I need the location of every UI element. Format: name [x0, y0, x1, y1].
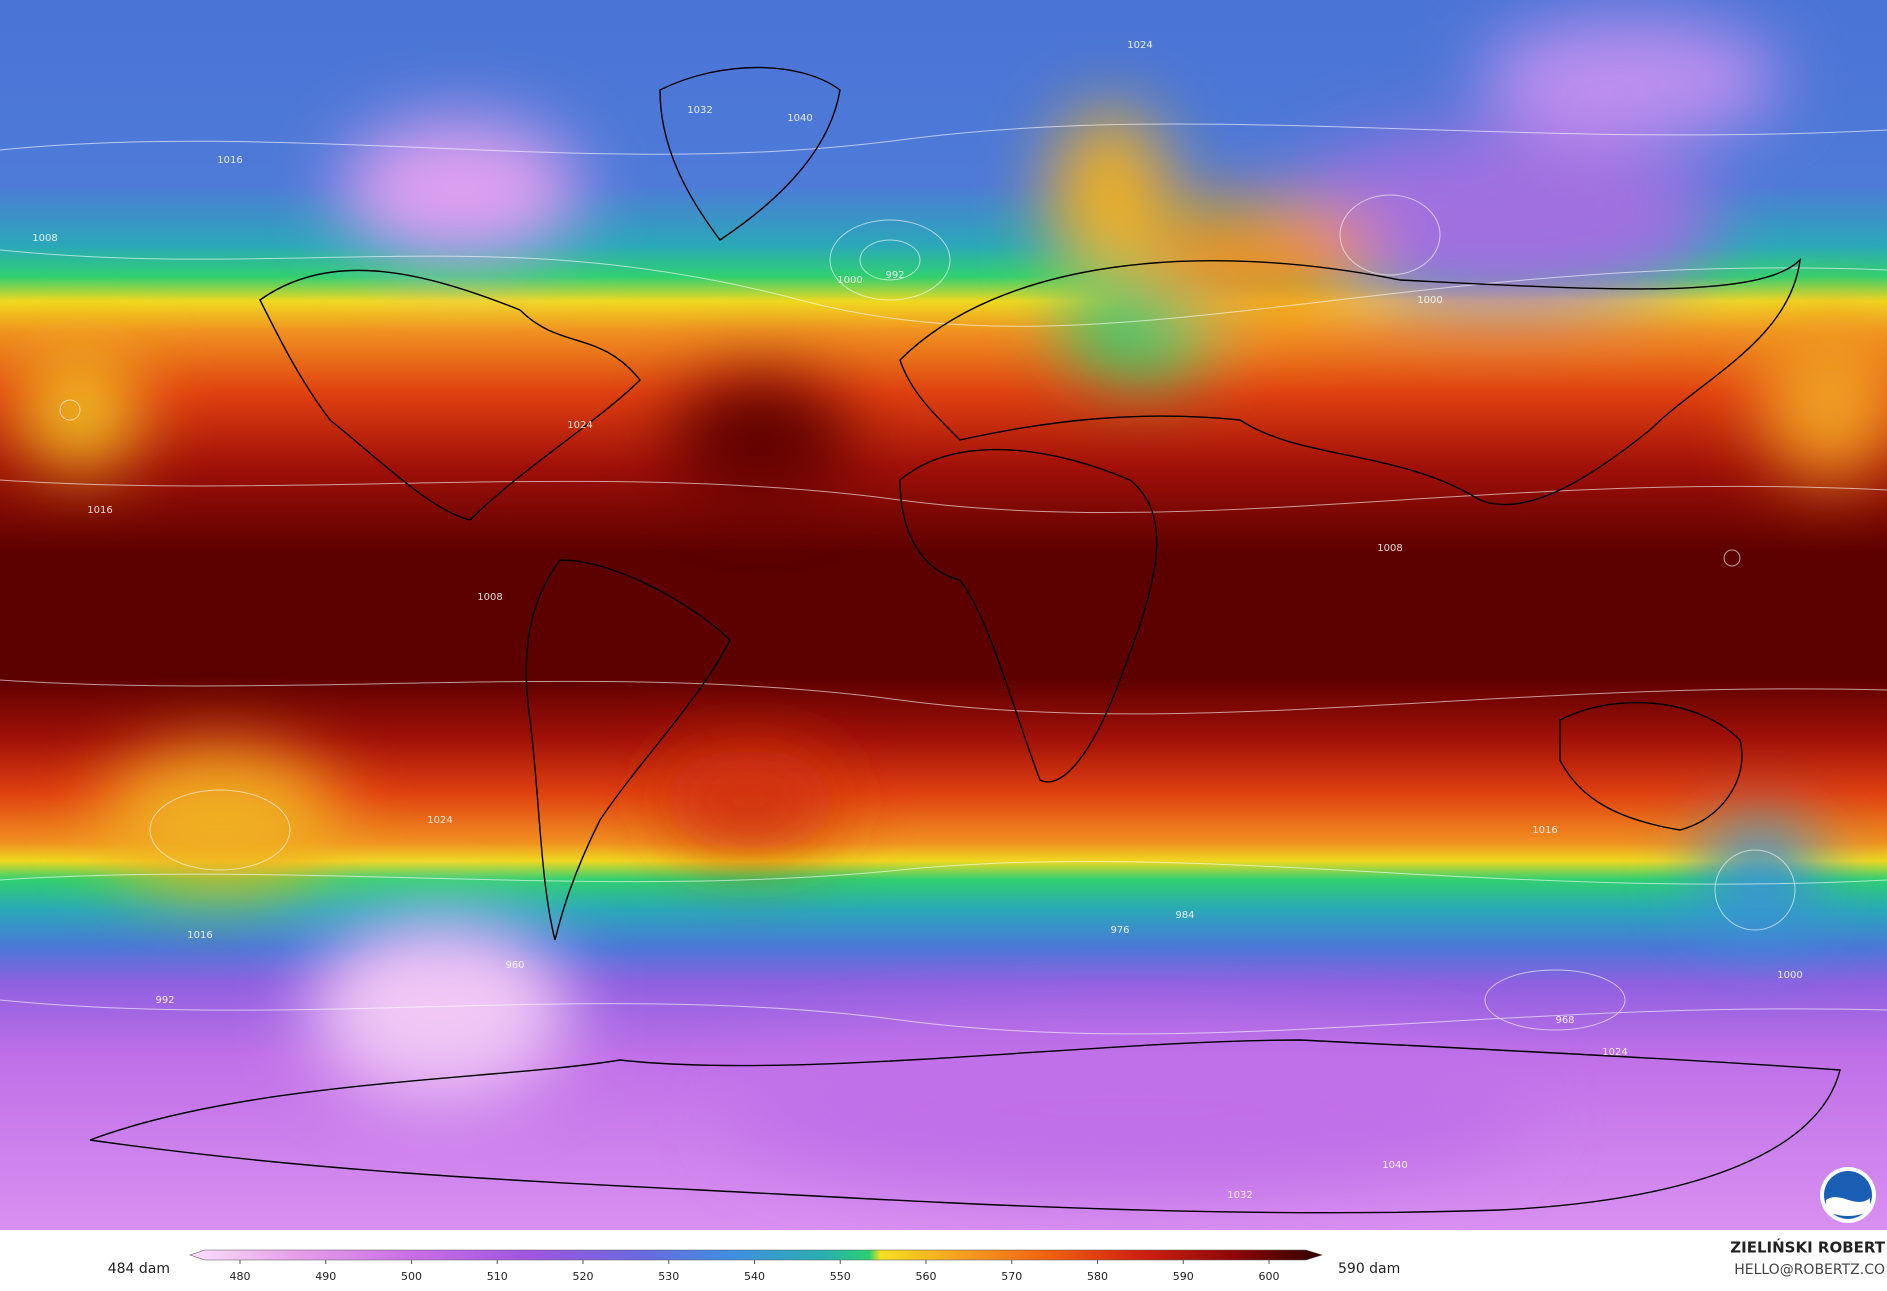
- contour-label: 1000: [1777, 970, 1802, 981]
- contour-label: 1016: [217, 155, 242, 166]
- colorbar-min-label: 484 dam: [108, 1261, 170, 1277]
- contour-label: 1016: [1532, 825, 1557, 836]
- contour-label: 984: [1175, 910, 1194, 921]
- contour-label: 992: [885, 270, 904, 281]
- contour-label: 1000: [1417, 295, 1442, 306]
- contour-label: 1032: [687, 105, 712, 116]
- contour-label: 1024: [427, 815, 452, 826]
- colorbar-tick-label: 500: [401, 1270, 422, 1283]
- contour-label: 1008: [477, 592, 502, 603]
- contour-label: 1040: [1382, 1160, 1407, 1171]
- contour-label: 1016: [87, 505, 112, 516]
- colorbar: 480 490 500 510 520 530 540 550 560 570 580 590 600: [189, 1249, 1324, 1283]
- noaa-logo: [1820, 1167, 1876, 1223]
- colorbar-tick-label: 590: [1173, 1270, 1194, 1283]
- colorbar-tick-label: 550: [830, 1270, 851, 1283]
- contour-label: 1016: [187, 930, 212, 941]
- contour-label: 968: [1555, 1015, 1574, 1026]
- contour-labels: 1024 1016 1008 1040 1032 992 1000 1024 1016 1008 1…: [32, 40, 1802, 1201]
- colorbar-tick-label: 480: [230, 1270, 251, 1283]
- contour-label: 960: [505, 960, 524, 971]
- colorbar-tick-label: 540: [744, 1270, 765, 1283]
- contour-label: 1000: [837, 275, 862, 286]
- contour-label: 992: [155, 995, 174, 1006]
- colorbar-tick-label: 600: [1259, 1270, 1280, 1283]
- contour-label: 1008: [1377, 543, 1402, 554]
- contour-label: 1008: [32, 233, 57, 244]
- credit-name: ZIELIŃSKI ROBERT: [1730, 1238, 1885, 1257]
- map: 1024 1016 1008 1040 1032 992 1000 1024 1016 1008 1…: [0, 0, 1887, 1230]
- coastlines: [89, 66, 1841, 1214]
- contour-label: 1040: [787, 113, 812, 124]
- colorbar-tick-label: 560: [916, 1270, 937, 1283]
- contour-label: 1024: [1127, 40, 1152, 51]
- colorbar-tick-label: 580: [1087, 1270, 1108, 1283]
- colorbar-ramp: [189, 1249, 1324, 1261]
- contour-label: 976: [1110, 925, 1129, 936]
- credit-contact: HELLO@ROBERTZ.CO: [1734, 1262, 1885, 1278]
- contour-label: 1024: [1602, 1047, 1627, 1058]
- contour-label: 1032: [1227, 1190, 1252, 1201]
- colorbar-tick-label: 570: [1001, 1270, 1022, 1283]
- contour-label: 1024: [567, 420, 592, 431]
- colorbar-max-label: 590 dam: [1338, 1261, 1400, 1277]
- colorbar-tick-label: 520: [573, 1270, 594, 1283]
- colorbar-tick-label: 510: [487, 1270, 508, 1283]
- colorbar-tick-label: 530: [658, 1270, 679, 1283]
- colorbar-tick-label: 490: [315, 1270, 336, 1283]
